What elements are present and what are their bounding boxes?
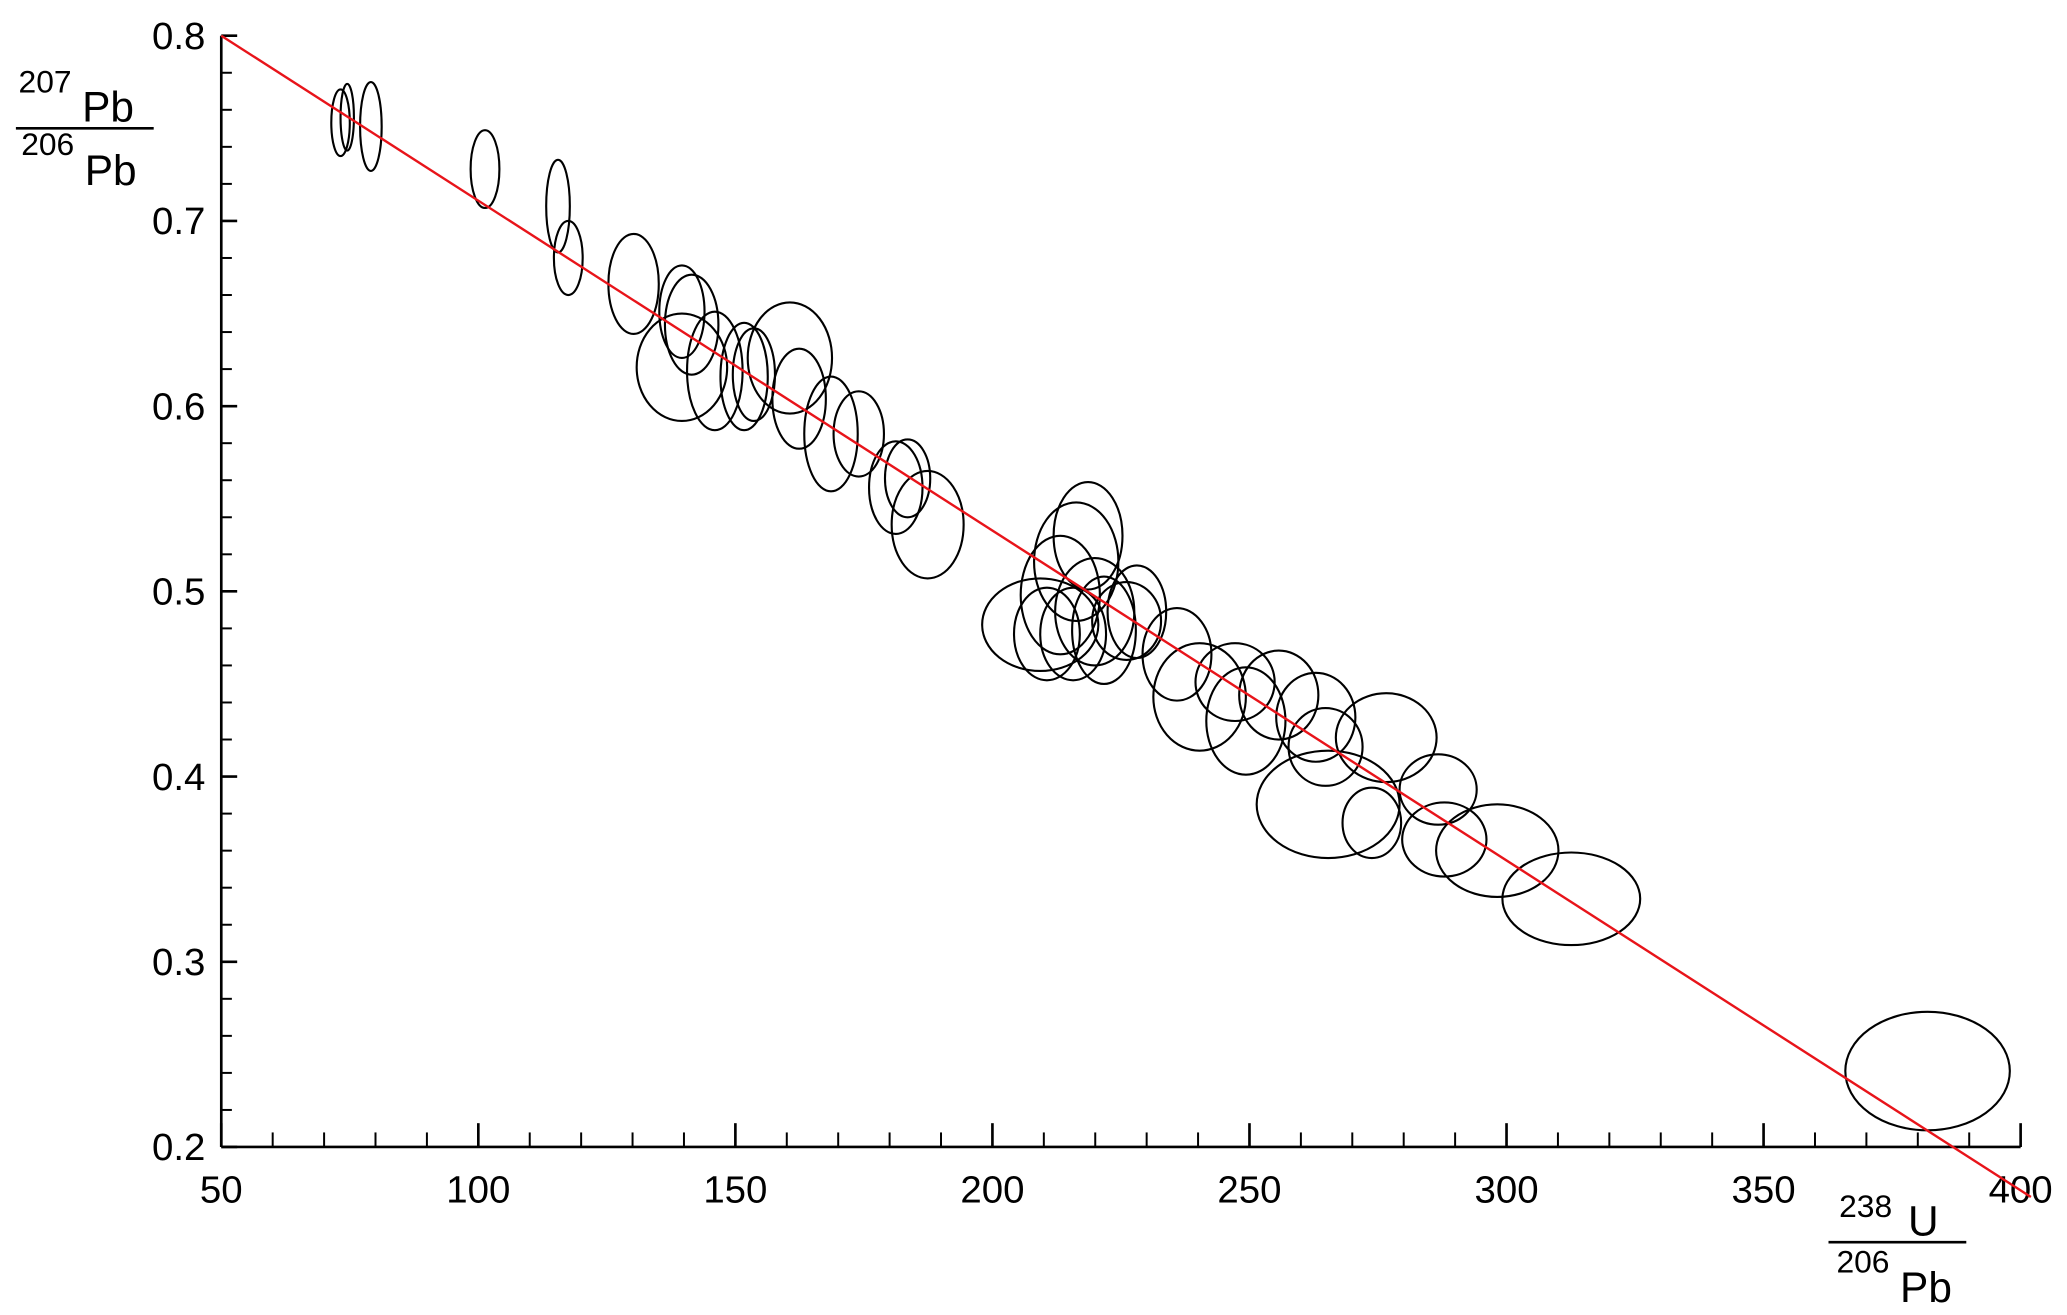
error-ellipse [867, 440, 924, 535]
error-ellipse [1205, 666, 1287, 776]
error-ellipse [1091, 581, 1163, 661]
x-label-den-element: Pb [1900, 1264, 1952, 1311]
error-ellipse [663, 273, 720, 376]
x-tick-label: 200 [960, 1169, 1024, 1212]
error-ellipse [771, 347, 827, 450]
error-ellipse [803, 375, 859, 493]
fit-line [220, 34, 2032, 1198]
y-tick-label: 0.7 [152, 200, 205, 243]
error-ellipse [545, 158, 571, 254]
error-ellipse [981, 577, 1100, 673]
error-ellipse [1071, 575, 1137, 686]
error-ellipse [1012, 586, 1081, 682]
y-axis-label: 207 Pb 206 Pb [15, 64, 154, 194]
y-label-num-mass: 207 [19, 64, 72, 100]
error-ellipse [552, 219, 584, 297]
error-ellipse [1435, 803, 1560, 899]
error-ellipse [1275, 671, 1357, 763]
error-ellipse [1844, 1010, 2011, 1132]
error-ellipse [1141, 606, 1213, 702]
x-label-den-mass: 206 [1836, 1244, 1889, 1280]
y-label-num-element: Pb [82, 84, 134, 131]
x-tick-label: 150 [703, 1169, 767, 1212]
error-ellipse [1152, 642, 1247, 752]
error-ellipse [1238, 649, 1320, 741]
error-ellipse [330, 88, 351, 158]
y-tick-label: 0.2 [152, 1126, 205, 1169]
error-ellipse [1401, 801, 1488, 878]
error-ellipse [339, 82, 355, 152]
error-ellipse [890, 469, 965, 580]
x-tick-label: 50 [200, 1169, 243, 1212]
error-ellipse [746, 301, 834, 415]
error-ellipse [832, 390, 886, 478]
error-ellipse [1194, 642, 1276, 723]
y-tick-label: 0.4 [152, 756, 205, 799]
error-ellipse [607, 232, 660, 335]
error-ellipse [1255, 749, 1401, 860]
x-axis-label: 238 U 206 Pb [1828, 1188, 1967, 1311]
x-tick-label: 250 [1217, 1169, 1281, 1212]
x-tick-label: 300 [1474, 1169, 1538, 1212]
error-ellipse [719, 321, 769, 432]
y-label-den-element: Pb [85, 147, 137, 194]
error-ellipse [1287, 706, 1364, 787]
y-tick-label: 0.6 [152, 385, 205, 428]
error-ellipse [1341, 786, 1403, 860]
error-ellipse [658, 264, 706, 360]
x-tick-label: 100 [446, 1169, 510, 1212]
error-ellipse [635, 312, 729, 423]
error-ellipse [469, 129, 501, 210]
x-tick-label: 350 [1732, 1169, 1796, 1212]
error-ellipse [359, 80, 383, 172]
x-label-num-mass: 238 [1839, 1188, 1892, 1224]
x-label-num-element: U [1908, 1198, 1939, 1245]
y-tick-label: 0.8 [152, 15, 205, 58]
error-ellipse [1398, 753, 1478, 826]
y-label-den-mass: 206 [21, 126, 74, 162]
error-ellipse [1106, 564, 1168, 660]
y-tick-label: 0.5 [152, 571, 205, 614]
error-ellipse [883, 438, 932, 519]
error-ellipse [1054, 556, 1136, 667]
error-ellipse [1501, 851, 1642, 947]
y-tick-label: 0.3 [152, 941, 205, 984]
error-ellipse [1052, 481, 1124, 591]
error-ellipse [1039, 586, 1108, 682]
